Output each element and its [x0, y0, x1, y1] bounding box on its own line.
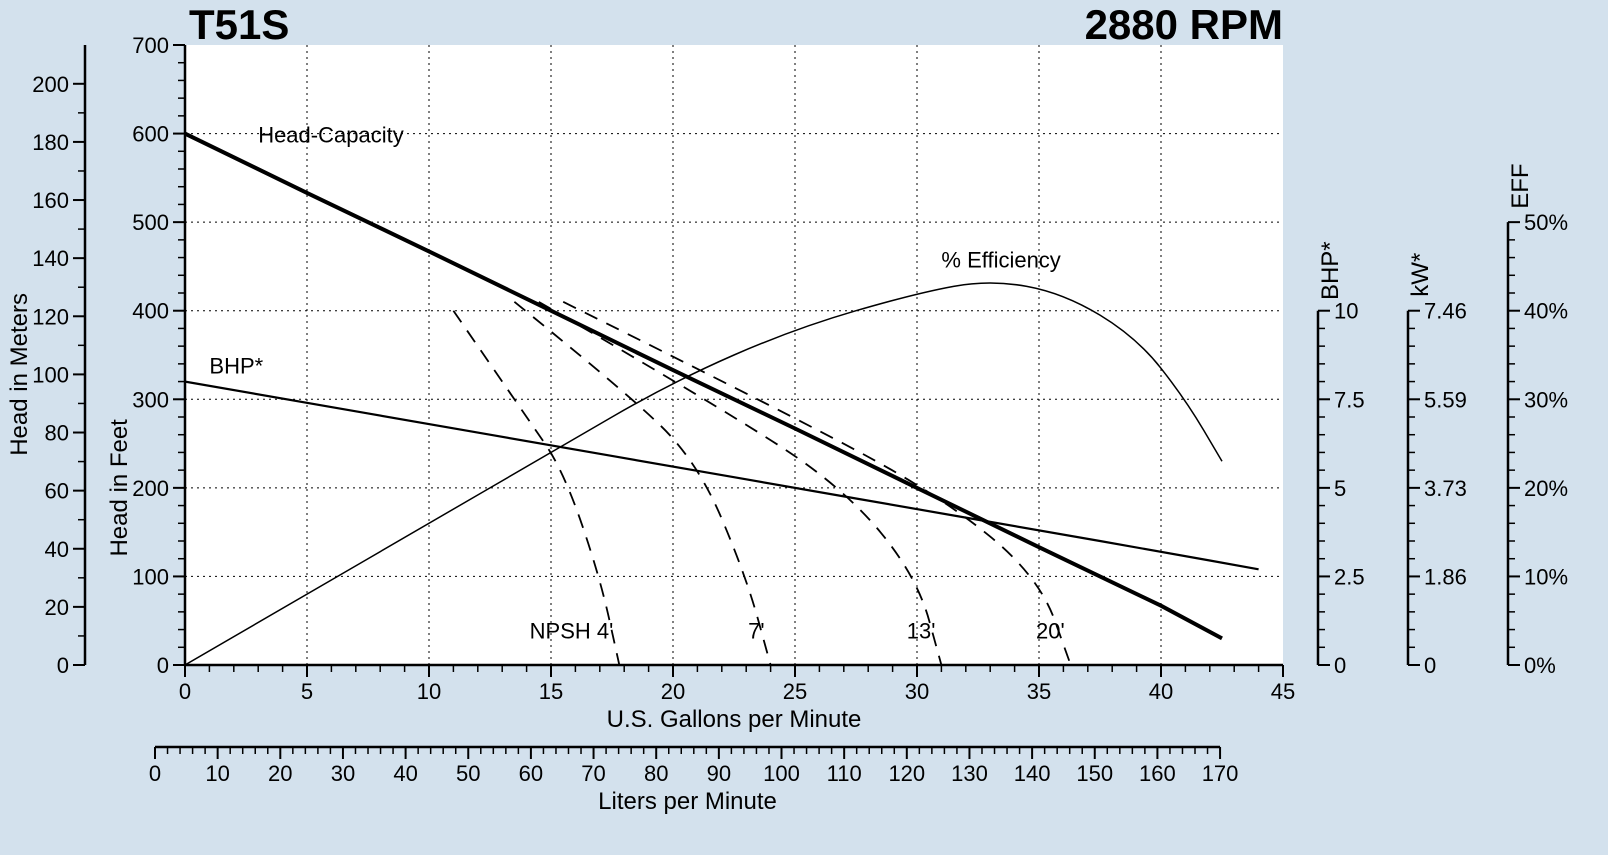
label-bhp: BHP* [209, 354, 263, 379]
y-tick-label-feet: 300 [132, 387, 169, 412]
y-tick-label-meters: 80 [45, 421, 69, 446]
x-tick-label-gpm: 35 [1027, 679, 1051, 704]
y-axis-label-eff: EFF [1507, 163, 1534, 208]
label-npsh: 7' [748, 618, 764, 643]
y-tick-label-eff: 0% [1524, 653, 1556, 678]
y-tick-label-meters: 200 [32, 72, 69, 97]
y-tick-label-feet: 400 [132, 299, 169, 324]
x-tick-label-lpm: 160 [1139, 761, 1176, 786]
y-tick-label-feet: 100 [132, 564, 169, 589]
y-tick-label-meters: 140 [32, 246, 69, 271]
y-tick-label-kw: 3.73 [1424, 476, 1467, 501]
y-tick-label-kw: 0 [1424, 653, 1436, 678]
y-tick-label-meters: 40 [45, 537, 69, 562]
y-tick-label-meters: 0 [57, 653, 69, 678]
x-tick-label-lpm: 40 [393, 761, 417, 786]
y-axis-label-feet: Head in Feet [106, 419, 133, 557]
y-tick-label-meters: 160 [32, 188, 69, 213]
x-tick-label-gpm: 10 [417, 679, 441, 704]
title-right: 2880 RPM [1085, 1, 1283, 48]
y-tick-label-feet: 600 [132, 122, 169, 147]
x-tick-label-lpm: 90 [707, 761, 731, 786]
label-npsh: 20' [1036, 618, 1065, 643]
y-axis-label-meters: Head in Meters [6, 293, 33, 456]
y-tick-label-eff: 20% [1524, 476, 1568, 501]
x-tick-label-gpm: 45 [1271, 679, 1295, 704]
x-tick-label-lpm: 20 [268, 761, 292, 786]
x-tick-label-lpm: 140 [1014, 761, 1051, 786]
x-tick-label-lpm: 0 [149, 761, 161, 786]
y-tick-label-feet: 200 [132, 476, 169, 501]
x-tick-label-lpm: 80 [644, 761, 668, 786]
x-tick-label-lpm: 100 [763, 761, 800, 786]
y-axis-label-bhp: BHP* [1317, 241, 1344, 300]
x-tick-label-gpm: 20 [661, 679, 685, 704]
x-tick-label-lpm: 50 [456, 761, 480, 786]
y-tick-label-eff: 40% [1524, 299, 1568, 324]
x-tick-label-gpm: 5 [301, 679, 313, 704]
x-tick-label-lpm: 130 [951, 761, 988, 786]
x-axis-label-gpm: U.S. Gallons per Minute [607, 706, 862, 733]
y-tick-label-bhp: 2.5 [1334, 564, 1365, 589]
y-tick-label-eff: 50% [1524, 210, 1568, 235]
x-tick-label-gpm: 15 [539, 679, 563, 704]
x-tick-label-lpm: 70 [581, 761, 605, 786]
y-tick-label-eff: 30% [1524, 387, 1568, 412]
y-tick-label-kw: 7.46 [1424, 299, 1467, 324]
y-tick-label-bhp: 5 [1334, 476, 1346, 501]
x-tick-label-gpm: 0 [179, 679, 191, 704]
title-left: T51S [189, 1, 289, 48]
x-tick-label-lpm: 10 [205, 761, 229, 786]
x-tick-label-gpm: 40 [1149, 679, 1173, 704]
y-tick-label-meters: 180 [32, 130, 69, 155]
label-npsh: 13' [907, 618, 936, 643]
y-tick-label-bhp: 0 [1334, 653, 1346, 678]
y-tick-label-feet: 500 [132, 210, 169, 235]
x-tick-label-lpm: 60 [519, 761, 543, 786]
x-tick-label-lpm: 170 [1202, 761, 1239, 786]
x-tick-label-lpm: 120 [888, 761, 925, 786]
y-tick-label-bhp: 10 [1334, 299, 1358, 324]
label-npsh: NPSH 4' [530, 618, 614, 643]
y-tick-label-meters: 120 [32, 304, 69, 329]
y-tick-label-eff: 10% [1524, 564, 1568, 589]
y-tick-label-bhp: 7.5 [1334, 387, 1365, 412]
label-head-capacity: Head-Capacity [258, 122, 404, 147]
x-axis-label-lpm: Liters per Minute [598, 788, 777, 815]
y-axis-label-kw: kW* [1407, 253, 1434, 297]
y-tick-label-feet: 700 [132, 33, 169, 58]
y-tick-label-meters: 100 [32, 362, 69, 387]
y-tick-label-feet: 0 [157, 653, 169, 678]
y-tick-label-meters: 60 [45, 479, 69, 504]
label-efficiency: % Efficiency [941, 247, 1060, 272]
x-tick-label-gpm: 25 [783, 679, 807, 704]
x-tick-label-gpm: 30 [905, 679, 929, 704]
y-tick-label-kw: 1.86 [1424, 565, 1467, 590]
y-tick-label-kw: 5.59 [1424, 388, 1467, 413]
x-tick-label-lpm: 110 [827, 761, 862, 786]
x-tick-label-lpm: 150 [1076, 761, 1113, 786]
x-tick-label-lpm: 30 [331, 761, 355, 786]
y-tick-label-meters: 20 [45, 595, 69, 620]
